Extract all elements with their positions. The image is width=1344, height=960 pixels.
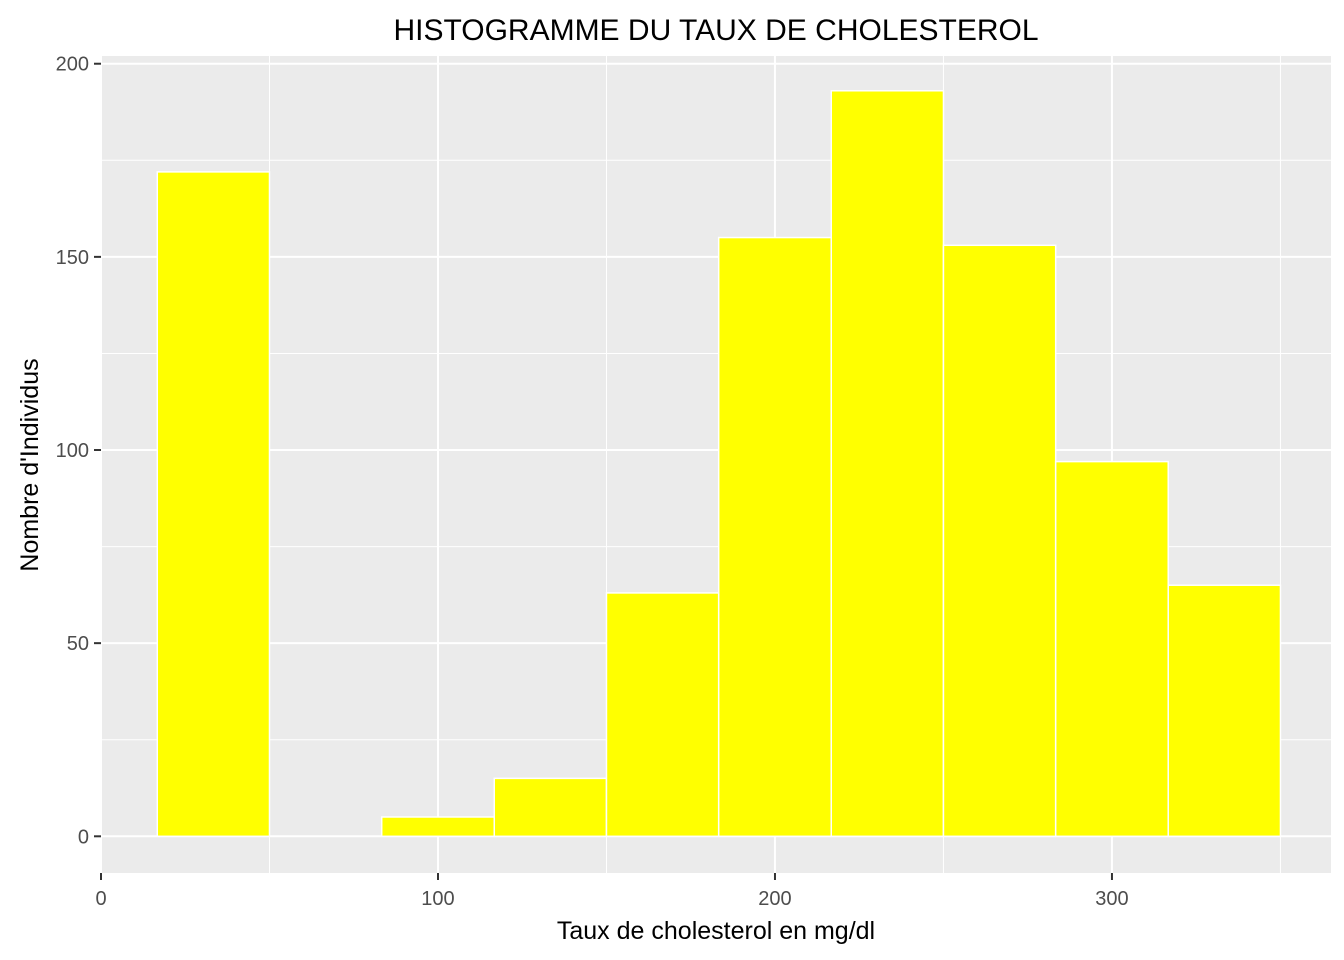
y-tick-label: 100 [56, 440, 89, 462]
x-tick-label: 300 [1095, 888, 1128, 910]
x-tick-label: 0 [95, 888, 106, 910]
histogram-bar [830, 90, 945, 838]
y-axis-ticks: 0 50 100 150 200 [56, 54, 101, 848]
histogram-bar [380, 816, 496, 838]
y-axis-label: Nombre d'Individus [16, 358, 44, 571]
x-tick-label: 100 [421, 888, 454, 910]
histogram-bars [156, 90, 1282, 838]
y-tick-label: 0 [78, 826, 89, 848]
y-tick-label: 50 [67, 633, 89, 655]
histogram-bar [493, 777, 608, 838]
histogram-bar [942, 244, 1057, 838]
histogram-bar [156, 171, 271, 838]
histogram-bar [717, 236, 832, 838]
histogram-bar [605, 592, 720, 838]
y-tick-label: 200 [56, 54, 89, 76]
histogram-bar [1054, 460, 1169, 838]
histogram-bar [1167, 584, 1282, 838]
x-axis-label: Taux de cholesterol en mg/dl [557, 917, 875, 945]
x-tick-label: 200 [758, 888, 791, 910]
y-tick-label: 150 [56, 247, 89, 269]
chart-title: HISTOGRAMME DU TAUX DE CHOLESTEROL [393, 14, 1038, 47]
x-axis-ticks: 0 100 200 300 [95, 873, 1129, 910]
